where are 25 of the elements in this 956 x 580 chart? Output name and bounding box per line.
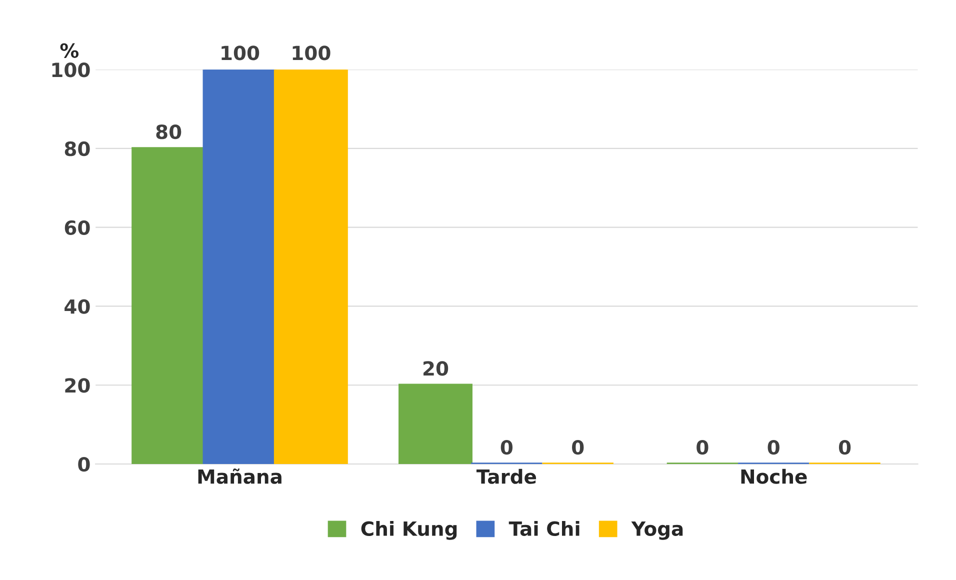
y-tick-label: 20	[65, 378, 90, 393]
bar	[202, 70, 277, 464]
data-label: 100	[222, 46, 260, 60]
bar	[398, 384, 472, 464]
y-tick-label: 60	[64, 220, 90, 236]
data-label: 20	[424, 361, 448, 376]
data-label: 0	[838, 440, 851, 455]
y-tick-label: 40	[64, 299, 90, 314]
x-tick-label: Noche	[741, 468, 807, 484]
x-tick-label: Mañana	[198, 468, 282, 484]
data-label: 100	[292, 46, 330, 60]
data-label: 0	[696, 440, 708, 455]
data-label: 0	[500, 440, 513, 455]
legend-label: Chi Kung	[361, 520, 457, 540]
x-tick-label: Tarde	[476, 468, 536, 484]
y-tick-label: 100	[52, 62, 90, 78]
data-label: 0	[572, 440, 584, 455]
legend-label: Yoga	[631, 522, 683, 540]
bar	[274, 70, 348, 464]
legend-label: Tai Chi	[508, 520, 580, 536]
y-tick-label: 0	[78, 456, 90, 472]
y-axis-title: %	[60, 43, 79, 58]
y-tick-label: 80	[64, 141, 90, 156]
data-label: 0	[768, 440, 780, 455]
data-label: 80	[156, 124, 182, 140]
